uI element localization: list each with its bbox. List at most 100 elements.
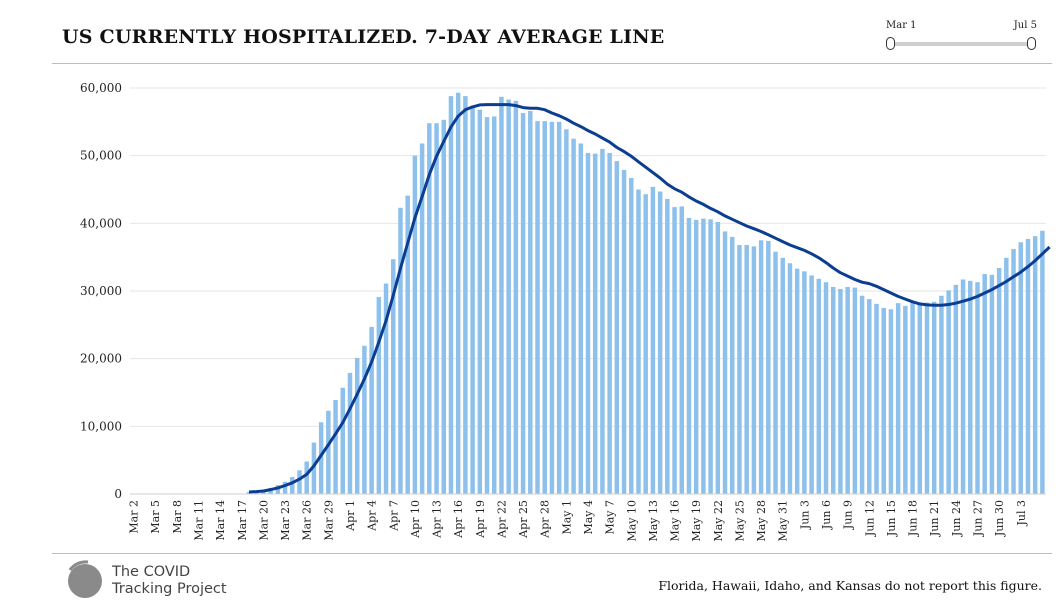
bar: [838, 288, 843, 494]
x-tick-label: Jun 24: [950, 500, 963, 537]
bar: [650, 186, 656, 494]
logo-text: The COVID Tracking Project: [112, 564, 227, 598]
bar: [867, 299, 872, 494]
bar: [701, 218, 706, 494]
bar: [246, 491, 252, 494]
bar: [441, 119, 446, 494]
x-tick-label: Apr 10: [409, 500, 422, 539]
bar: [506, 99, 511, 495]
bar: [722, 231, 728, 494]
bar: [960, 279, 966, 494]
bar: [282, 481, 288, 494]
bar: [975, 282, 980, 494]
x-tick-label: Jun 21: [928, 500, 941, 537]
bar: [376, 297, 382, 494]
bar: [679, 206, 684, 494]
logo-circle-icon: [68, 560, 102, 598]
bar: [924, 302, 930, 494]
footnote: Florida, Hawaii, Idaho, and Kansas do no…: [658, 578, 1042, 593]
bar: [968, 280, 973, 494]
average-line: [248, 103, 1051, 494]
bar: [326, 410, 331, 494]
bar: [578, 143, 584, 494]
x-tick-label: Mar 11: [193, 500, 206, 541]
slider-end-handle[interactable]: [1027, 37, 1036, 50]
bar: [737, 244, 742, 494]
bar: [657, 191, 663, 494]
bar: [614, 161, 620, 494]
y-tick-label: 0: [114, 487, 122, 501]
x-tick-label: May 1: [560, 500, 573, 535]
logo-line-2: Tracking Project: [112, 581, 227, 597]
bar: [477, 109, 483, 495]
line-layer: [248, 103, 1051, 494]
bar: [802, 271, 807, 494]
bar: [751, 246, 757, 494]
bar: [881, 307, 886, 494]
x-tick-label: May 28: [755, 500, 768, 542]
bar: [874, 303, 879, 494]
bar: [391, 259, 396, 494]
bar: [989, 274, 995, 494]
bar: [708, 219, 713, 495]
bar: [693, 219, 699, 494]
bar: [470, 105, 475, 495]
bar: [542, 121, 547, 494]
bar: [636, 189, 641, 494]
bar: [318, 422, 324, 494]
bar: [297, 470, 302, 494]
bar: [830, 286, 836, 494]
bar: [535, 121, 540, 494]
y-tick-label: 20,000: [80, 352, 122, 366]
bar: [499, 96, 504, 494]
x-tick-label: Apr 4: [366, 500, 379, 532]
covid-tracking-project-logo[interactable]: The COVID Tracking Project: [66, 560, 246, 602]
bar: [823, 282, 829, 494]
bar: [607, 152, 612, 494]
bar: [859, 295, 865, 494]
bar: [895, 303, 901, 494]
bar: [419, 143, 425, 494]
x-tick-label: Jun 27: [971, 500, 984, 537]
bar: [766, 240, 771, 494]
top-divider: [52, 63, 1052, 64]
x-tick-label: Mar 26: [301, 500, 314, 541]
x-tick-label: Mar 2: [128, 500, 141, 534]
x-tick-label: Jun 12: [863, 500, 876, 537]
x-tick-label: Apr 13: [431, 500, 444, 539]
bar: [852, 287, 858, 494]
bar: [917, 303, 923, 494]
y-tick-label: 30,000: [80, 284, 122, 298]
bar-layer: [246, 92, 1045, 495]
x-tick-label: May 31: [777, 500, 790, 542]
bar: [290, 477, 295, 494]
bar: [412, 155, 418, 494]
bar: [1004, 257, 1009, 494]
bar: [398, 207, 403, 494]
bar: [405, 195, 410, 494]
bar: [520, 113, 526, 494]
slider-start-handle[interactable]: [886, 37, 895, 50]
y-tick-label: 40,000: [80, 216, 122, 230]
x-tick-label: Jun 6: [820, 500, 833, 530]
bar: [600, 148, 605, 494]
x-tick-label: Apr 22: [495, 500, 508, 539]
bar: [1011, 249, 1016, 494]
x-tick-label: Mar 5: [149, 500, 162, 534]
bar: [463, 96, 468, 494]
x-tick-label: Jun 15: [885, 500, 898, 537]
x-tick-label: May 25: [733, 500, 746, 542]
x-tick-label: Jun 9: [842, 500, 855, 530]
bar: [549, 121, 555, 495]
bar: [571, 138, 576, 494]
x-tick-label: Jun 18: [907, 500, 920, 537]
x-tick-label: Mar 20: [257, 500, 270, 541]
date-range-slider[interactable]: Mar 1 Jul 5: [880, 16, 1045, 56]
bar: [1018, 242, 1023, 494]
x-tick-label: Apr 1: [344, 500, 357, 532]
axis-layer: 0 10,000 20,000 30,000 40,000 50,000 60,000 Mar…: [80, 81, 1046, 542]
slider-track[interactable]: [890, 42, 1030, 46]
bar: [448, 96, 454, 494]
x-tick-label: Apr 16: [452, 500, 465, 539]
bar: [427, 123, 432, 494]
